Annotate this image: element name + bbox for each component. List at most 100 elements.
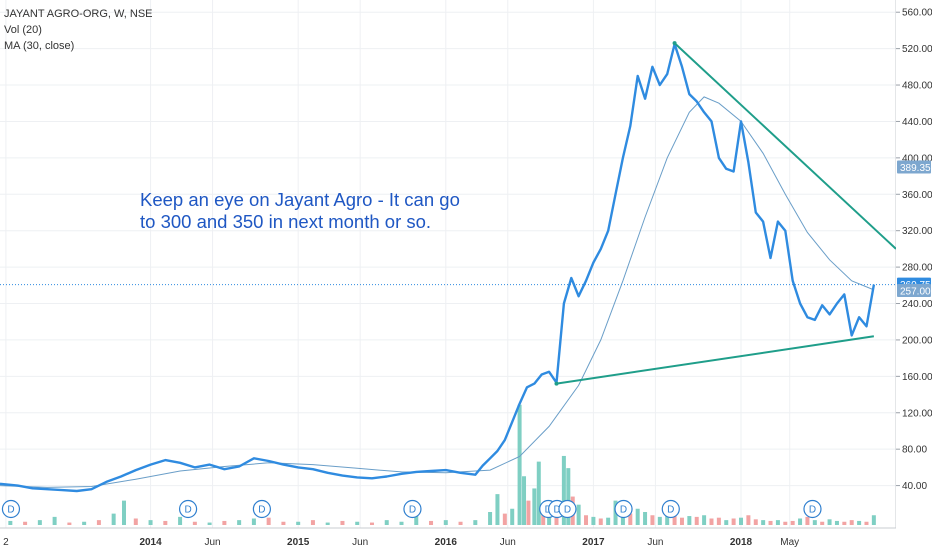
volume-bar-81 bbox=[820, 521, 825, 525]
dividend-marker-6 bbox=[558, 499, 577, 519]
volume-bar-60 bbox=[665, 513, 670, 525]
dividend-label-6: D bbox=[564, 505, 571, 516]
dividend-marker-7 bbox=[614, 499, 633, 519]
volume-bar-88 bbox=[871, 515, 876, 525]
volume-bar-38 bbox=[522, 476, 527, 525]
price-tags: 389.35260.75257.00 bbox=[897, 160, 931, 298]
volume-bar-48 bbox=[576, 504, 581, 525]
y-tick-label-9: 400.00 bbox=[902, 153, 932, 164]
volume-bar-69 bbox=[731, 518, 736, 525]
volume-bar-59 bbox=[657, 516, 662, 525]
dividend-label-3: D bbox=[409, 505, 416, 516]
volume-bar-74 bbox=[768, 520, 773, 525]
dividend-label-8: D bbox=[667, 505, 674, 516]
y-tick-label-0: 40.00 bbox=[902, 481, 927, 492]
grid bbox=[0, 0, 897, 529]
y-tick-label-1: 80.00 bbox=[902, 445, 927, 456]
volume-bar-64 bbox=[694, 516, 699, 525]
volume-bar-4 bbox=[67, 522, 72, 525]
time-axis[interactable]: 2 2014 Jun 2015 Jun 2016 Jun 2017 Jun 2018 May bbox=[0, 529, 896, 550]
dividend-label-7: D bbox=[620, 505, 627, 516]
y-tick-label-12: 520.00 bbox=[902, 44, 932, 55]
volume-bar-72 bbox=[753, 519, 758, 525]
volume-bar-87 bbox=[864, 521, 869, 525]
price-axis[interactable]: 40.00 80.00 120.00 160.00 200.00 240.00 280.00… bbox=[896, 0, 932, 550]
volume-bar-14 bbox=[207, 522, 212, 525]
chart-legend: JAYANT AGRO-ORG, W, NSE Vol (20) MA (30,… bbox=[4, 6, 153, 54]
volume-bar-65 bbox=[702, 515, 707, 525]
volume-bar-70 bbox=[739, 517, 744, 525]
volume-bar-55 bbox=[628, 513, 633, 525]
dividend-marker-1 bbox=[178, 499, 198, 519]
legend-symbol[interactable]: JAYANT AGRO-ORG, W, NSE bbox=[4, 8, 153, 20]
volume-bar-26 bbox=[384, 520, 389, 525]
dividend-markers: DDDDDDDDDD bbox=[1, 499, 822, 519]
volume-bar-36 bbox=[510, 508, 515, 525]
volume-bar-46 bbox=[566, 468, 571, 525]
trendline-start-0 bbox=[672, 41, 677, 46]
volume-bar-39 bbox=[526, 500, 531, 525]
volume-bar-29 bbox=[429, 520, 434, 525]
volume-bar-86 bbox=[857, 520, 862, 525]
x-tick-label-6: Jun bbox=[500, 537, 516, 548]
volume-bar-34 bbox=[495, 494, 500, 525]
volume-bar-12 bbox=[178, 516, 183, 525]
y-tick-label-2: 120.00 bbox=[902, 408, 932, 419]
y-tick-label-3: 160.00 bbox=[902, 372, 932, 383]
dividend-label-0: D bbox=[7, 505, 14, 516]
volume-bar-17 bbox=[251, 518, 256, 525]
dividend-marker-0 bbox=[1, 499, 21, 519]
x-tick-label-0: 2 bbox=[3, 537, 9, 548]
volume-bar-56 bbox=[635, 508, 640, 525]
y-tick-label-4: 200.00 bbox=[902, 335, 932, 346]
volume-bar-76 bbox=[783, 521, 788, 525]
volume-bar-75 bbox=[775, 520, 780, 525]
price-tag-label-0: 389.35 bbox=[900, 163, 931, 174]
dividend-label-5: D bbox=[553, 505, 560, 516]
volume-bar-49 bbox=[584, 515, 589, 525]
volume-bar-66 bbox=[709, 518, 714, 525]
dividend-label-1: D bbox=[184, 505, 191, 516]
volume-bar-67 bbox=[716, 517, 721, 525]
volume-bar-1 bbox=[23, 521, 28, 525]
y-tick-label-7: 320.00 bbox=[902, 226, 932, 237]
ma-line bbox=[0, 96, 875, 488]
trendline-0 bbox=[673, 42, 897, 250]
legend-ma[interactable]: MA (30, close) bbox=[4, 40, 75, 52]
dividend-label-2: D bbox=[258, 505, 265, 516]
volume-bar-57 bbox=[643, 512, 648, 525]
volume-bar-71 bbox=[746, 515, 751, 525]
volume-bar-84 bbox=[842, 521, 847, 525]
volume-bar-16 bbox=[237, 520, 242, 525]
x-tick-label-8: Jun bbox=[647, 537, 663, 548]
trendline-start-1 bbox=[554, 381, 559, 386]
volume-bar-25 bbox=[369, 522, 374, 525]
volume-bar-23 bbox=[340, 520, 345, 525]
volume-bar-32 bbox=[473, 520, 478, 525]
x-tick-label-10: May bbox=[780, 537, 799, 548]
volume-bar-41 bbox=[536, 461, 541, 525]
volume-bar-28 bbox=[414, 515, 419, 525]
x-tick-label-2: Jun bbox=[204, 537, 220, 548]
volume-bar-0 bbox=[8, 520, 13, 525]
volume-bar-80 bbox=[812, 520, 817, 525]
volume-bar-22 bbox=[325, 522, 330, 525]
volume-bar-50 bbox=[591, 516, 596, 525]
volume-bar-52 bbox=[606, 517, 611, 525]
dividend-marker-2 bbox=[252, 499, 271, 519]
volume-bar-10 bbox=[148, 520, 153, 525]
time-axis-bg bbox=[0, 529, 896, 550]
volume-bar-37 bbox=[517, 404, 522, 525]
volume-bar-31 bbox=[458, 521, 463, 525]
legend-volume[interactable]: Vol (20) bbox=[4, 24, 42, 36]
volume-bar-2 bbox=[37, 520, 42, 525]
volume-bar-24 bbox=[355, 521, 360, 525]
y-tick-label-10: 440.00 bbox=[902, 117, 932, 128]
annotation-text[interactable]: Keep an eye on Jayant Agro - It can go t… bbox=[140, 189, 460, 232]
x-tick-label-1: 2014 bbox=[139, 537, 162, 548]
volume-bar-82 bbox=[827, 519, 832, 525]
x-tick-label-9: 2018 bbox=[730, 537, 753, 548]
dividend-label-9: D bbox=[809, 505, 816, 516]
